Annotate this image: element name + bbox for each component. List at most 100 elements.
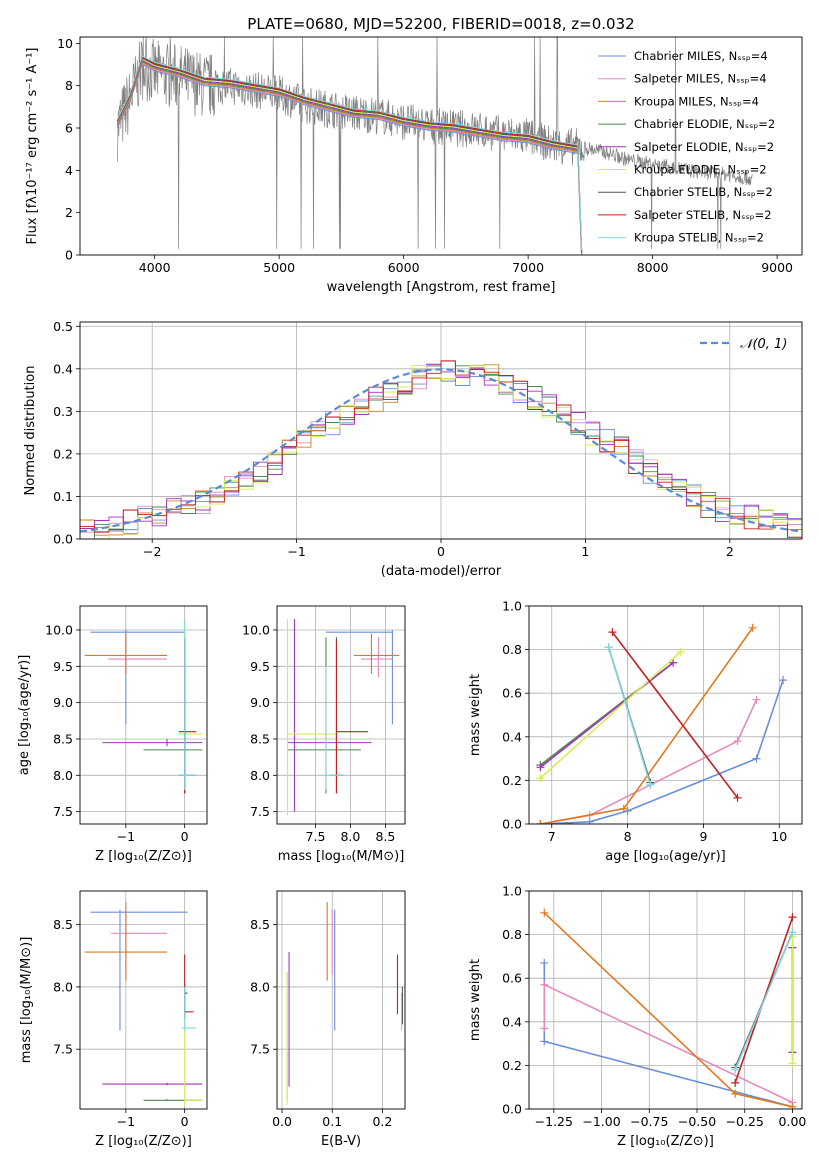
y-tick-label: 8.5 bbox=[250, 917, 270, 932]
y-tick-label: 0.1 bbox=[53, 489, 73, 504]
data-point-5 bbox=[286, 619, 337, 816]
legend-entry: 𝒩(0, 1) bbox=[740, 337, 787, 352]
x-axis-label: mass [log₁₀(M/M⊙)] bbox=[278, 849, 405, 864]
x-tick-label: 8 bbox=[624, 829, 632, 844]
model-fit-4 bbox=[116, 59, 583, 255]
y-tick-label: 0.0 bbox=[502, 817, 522, 832]
y-tick-label: 1.0 bbox=[502, 884, 522, 899]
series-2 bbox=[540, 908, 797, 1109]
age-vs-Z-frame bbox=[79, 605, 208, 825]
series-line bbox=[539, 651, 682, 779]
x-tick-label: 4000 bbox=[139, 260, 171, 275]
age-vs-Z-plot bbox=[84, 619, 203, 794]
series-line bbox=[540, 679, 784, 824]
model-fit-8 bbox=[116, 55, 583, 251]
x-tick-label: −1.25 bbox=[535, 1114, 573, 1129]
x-tick-label: 7 bbox=[548, 829, 556, 844]
y-tick-label: 0 bbox=[65, 248, 73, 263]
x-tick-label: 0.2 bbox=[372, 1114, 392, 1129]
x-axis-label: wavelength [Angstrom, rest frame] bbox=[327, 280, 556, 295]
mass-vs-EBV-axes: 0.0 0.1 0.2 7.5 8.0 8.5 E(B-V) bbox=[250, 891, 405, 1149]
data-marker bbox=[646, 780, 655, 789]
series-8 bbox=[604, 643, 655, 789]
data-marker bbox=[731, 1089, 740, 1098]
data-marker bbox=[788, 1059, 797, 1068]
data-marker bbox=[733, 793, 742, 802]
data-point-2 bbox=[84, 902, 168, 981]
x-tick-label: −2 bbox=[143, 544, 161, 559]
mass-vs-Z-axes: −1 0 7.5 8.0 8.5 Z [log₁₀(Z/Z⊙)] mass [log₁₀(M… bbox=[19, 891, 207, 1149]
y-tick-label: 10.0 bbox=[45, 622, 73, 637]
data-point-4 bbox=[287, 619, 372, 812]
y-tick-label: 9.5 bbox=[250, 659, 270, 674]
y-tick-label: 7.5 bbox=[53, 804, 73, 819]
model-fit-1 bbox=[116, 62, 583, 255]
x-tick-label: −0.25 bbox=[726, 1114, 764, 1129]
y-tick-label: 1.0 bbox=[502, 599, 522, 614]
y-tick-label: 0.4 bbox=[502, 729, 522, 744]
series-line bbox=[734, 932, 794, 1071]
legend-entry: Chabrier MILES, Nₛₛₚ=4 bbox=[634, 49, 768, 63]
weight-vs-Z-frame bbox=[528, 890, 803, 1110]
y-tick-label: 8.0 bbox=[250, 768, 270, 783]
data-marker bbox=[733, 737, 742, 746]
x-tick-label: −1 bbox=[117, 1114, 135, 1129]
data-marker bbox=[536, 774, 545, 783]
y-tick-label: 10.0 bbox=[242, 622, 270, 637]
y-tick-label: 0.6 bbox=[502, 971, 522, 986]
y-tick-label: 9.0 bbox=[53, 695, 73, 710]
x-tick-label: 0.1 bbox=[322, 1114, 342, 1129]
histogram-series-5 bbox=[80, 365, 802, 539]
y-tick-label: 7.5 bbox=[53, 1042, 73, 1057]
y-tick-label: 8.0 bbox=[250, 979, 270, 994]
legend-entry: Chabrier ELODIE, Nₛₛₚ=2 bbox=[634, 117, 775, 131]
data-marker bbox=[536, 763, 545, 772]
histogram-series-6 bbox=[80, 360, 802, 538]
residuals-frame bbox=[79, 321, 803, 540]
weight-vs-Z-plot bbox=[540, 908, 797, 1109]
mass-vs-Z-plot bbox=[84, 902, 203, 1106]
model-fit-3 bbox=[116, 60, 583, 255]
legend-entry: Kroupa STELIB, Nₛₛₚ=2 bbox=[634, 231, 764, 245]
x-tick-label: −0.50 bbox=[678, 1114, 716, 1129]
legend-entry: Salpeter MILES, Nₛₛₚ=4 bbox=[634, 72, 767, 86]
observed-spectrum bbox=[116, 37, 753, 249]
x-tick-label: 0 bbox=[181, 829, 189, 844]
data-point-0 bbox=[325, 629, 393, 725]
legend-entry: Kroupa ELODIE, Nₛₛₚ=2 bbox=[634, 163, 767, 177]
series-4 bbox=[536, 658, 678, 772]
data-marker bbox=[608, 628, 617, 637]
x-tick-label: 10 bbox=[771, 829, 787, 844]
age-vs-mass-plot bbox=[286, 619, 400, 816]
x-tick-label: −1 bbox=[287, 544, 305, 559]
weight-vs-age-plot bbox=[536, 623, 788, 824]
data-marker bbox=[540, 908, 549, 917]
data-point-3 bbox=[143, 637, 203, 790]
y-axis-label: age [log₁₀(age/yr)] bbox=[17, 655, 32, 776]
normal-curve bbox=[80, 368, 802, 533]
data-point-0 bbox=[90, 909, 188, 1031]
x-tick-label: 8000 bbox=[637, 260, 669, 275]
x-axis-label: Z [log₁₀(Z/Z⊙)] bbox=[95, 849, 192, 864]
series-line bbox=[540, 699, 758, 824]
y-tick-label: 0.4 bbox=[502, 1014, 522, 1029]
y-tick-label: 0.8 bbox=[502, 642, 522, 657]
data-marker bbox=[604, 643, 613, 652]
residuals-axes: −2 −1 0 1 2 0.0 0.1 0.2 0.3 0.4 0.5 (data-model)/er… bbox=[23, 319, 802, 579]
x-tick-label: −0.75 bbox=[630, 1114, 668, 1129]
series-line bbox=[540, 627, 754, 824]
y-tick-label: 0.0 bbox=[53, 532, 73, 547]
series-2 bbox=[536, 623, 757, 824]
data-point-1 bbox=[360, 637, 393, 678]
series-5 bbox=[536, 647, 685, 783]
data-marker bbox=[731, 1078, 740, 1087]
y-axis-label: mass weight bbox=[468, 674, 483, 756]
spectrum-frame bbox=[79, 36, 803, 256]
series-line bbox=[539, 662, 674, 768]
series-0 bbox=[540, 958, 797, 1109]
x-axis-label: E(B-V) bbox=[321, 1134, 361, 1149]
age-vs-mass-axes: 7.5 8.0 8.5 7.5 8.0 8.5 9.0 9.5 10.0 mass [log₁₀(… bbox=[242, 606, 405, 864]
y-tick-label: 6 bbox=[65, 121, 73, 136]
legend-entry: Chabrier STELIB, Nₛₛₚ=2 bbox=[634, 185, 773, 199]
